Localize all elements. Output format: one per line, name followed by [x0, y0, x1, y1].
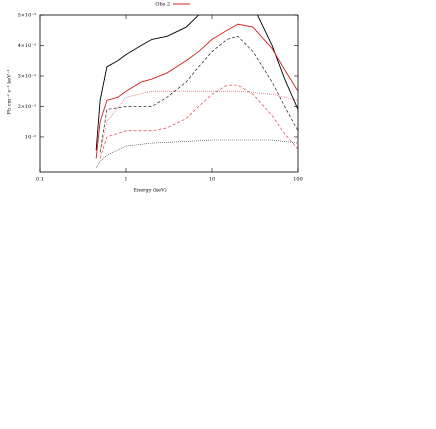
series-line — [99, 90, 298, 153]
x-tick-label: 10 — [209, 177, 215, 183]
y-tick-label: 5×10⁻³ — [18, 13, 36, 19]
y-axis-label: Ph cm⁻² s⁻¹ keV⁻¹ — [7, 70, 13, 115]
y-tick-label: 2×10⁻³ — [18, 104, 36, 110]
plot-frame — [39, 14, 299, 173]
plot-area — [95, 15, 298, 168]
y-tick-label: 4×10⁻³ — [18, 43, 36, 49]
legend-label: Obs 2 — [155, 2, 170, 8]
series-line — [99, 84, 298, 159]
x-tick-label: 0.1 — [36, 177, 44, 183]
x-tick-label: 1 — [124, 177, 127, 183]
series-line — [95, 15, 298, 151]
x-axis-label: Energy (keV) — [133, 187, 166, 194]
x-tick-label: 100 — [293, 177, 303, 183]
series-line — [95, 139, 298, 168]
series-line — [99, 36, 298, 153]
y-tick-label: 3×10⁻³ — [18, 73, 36, 79]
series-line — [95, 23, 298, 159]
y-tick-label: 10⁻³ — [25, 134, 36, 140]
